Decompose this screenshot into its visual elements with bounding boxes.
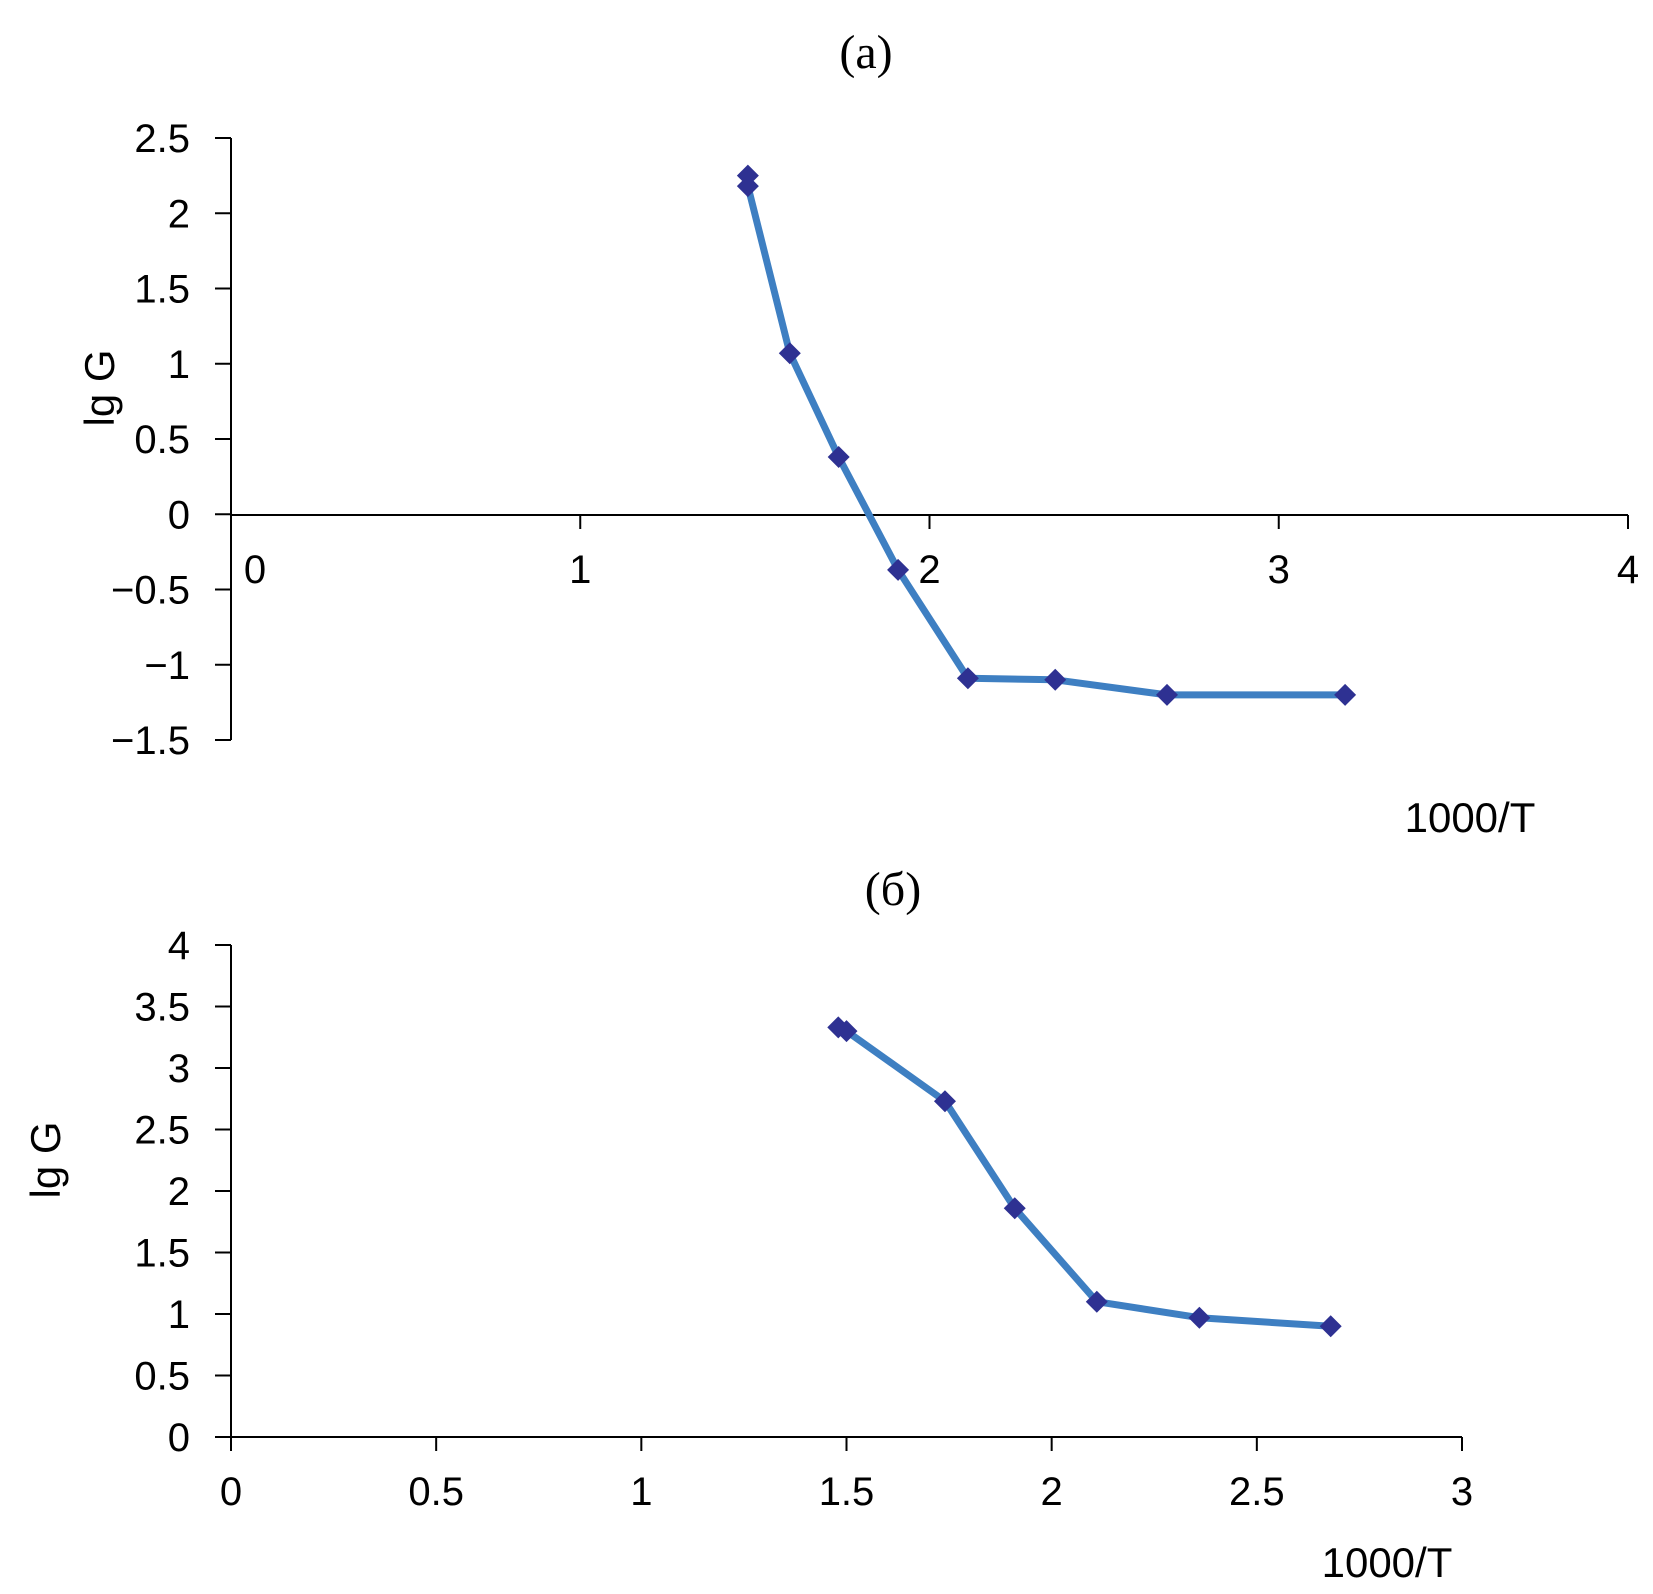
- data-point-marker: [1155, 683, 1178, 706]
- data-point-marker: [887, 558, 910, 581]
- data-point-marker: [1188, 1306, 1211, 1329]
- y-tick-label: 2: [168, 192, 190, 236]
- panel-b-y-axis-title: lg G: [22, 1121, 69, 1198]
- x-tick-label: 2: [1041, 1470, 1063, 1514]
- y-tick-label: 0: [168, 1416, 190, 1460]
- y-tick-label: 0.5: [134, 1355, 190, 1399]
- x-tick-label: 0.5: [408, 1470, 464, 1514]
- panel-a-y-ticks: −1.5 −1 −0.5 0 0.5 1 1.5 2 2.5: [111, 117, 231, 763]
- x-tick-label: 0: [220, 1470, 242, 1514]
- y-tick-label: 4: [168, 924, 190, 968]
- y-tick-label: 0: [168, 493, 190, 537]
- x-tick-label: 1: [630, 1470, 652, 1514]
- data-point-marker: [835, 1020, 858, 1043]
- x-tick-label: 0: [244, 548, 266, 592]
- y-tick-label: 3: [168, 1047, 190, 1091]
- data-point-marker: [827, 446, 850, 469]
- y-tick-label: 3.5: [134, 986, 190, 1030]
- data-point-marker: [1044, 668, 1067, 691]
- data-point-marker: [956, 667, 979, 690]
- panel-b-x-axis-title: 1000/T: [1322, 1539, 1453, 1586]
- panel-b-x-ticks: 0 0.5 1 1.5 2 2.5 3: [220, 1437, 1473, 1514]
- panel-a-title: (a): [839, 26, 892, 79]
- panel-b-title: (б): [865, 863, 921, 916]
- series-line: [744, 172, 1349, 699]
- x-tick-label: 1.5: [819, 1470, 875, 1514]
- data-point-marker: [736, 175, 759, 198]
- y-tick-label: −0.5: [111, 569, 190, 613]
- data-point-marker: [1319, 1315, 1342, 1338]
- y-tick-label: −1: [144, 644, 190, 688]
- panel-a: (a) lg G 1000/T −1.5 −1 −0.5 0 0.5 1 1.5 2 2.5 0…: [76, 26, 1639, 841]
- data-point-marker: [1085, 1290, 1108, 1313]
- x-tick-label: 1: [569, 548, 591, 592]
- panel-a-x-ticks: 0 1 2 3 4: [230, 515, 1639, 592]
- y-tick-label: 0.5: [134, 418, 190, 462]
- y-tick-label: 2.5: [134, 1109, 190, 1153]
- y-tick-label: 1.5: [134, 1232, 190, 1276]
- panel-b-y-ticks: 0 0.5 1 1.5 2 2.5 3 3.5 4: [134, 924, 231, 1460]
- series-line: [834, 1023, 1335, 1330]
- x-tick-label: 4: [1617, 548, 1639, 592]
- x-tick-label: 2.5: [1229, 1470, 1285, 1514]
- y-tick-label: 1: [168, 343, 190, 387]
- y-tick-label: 1: [168, 1293, 190, 1337]
- panel-b-series: [827, 1016, 1342, 1338]
- x-tick-label: 3: [1268, 548, 1290, 592]
- data-point-marker: [1003, 1197, 1026, 1220]
- panel-a-y-axis-title: lg G: [76, 349, 123, 426]
- data-point-marker: [1334, 683, 1357, 706]
- y-tick-label: 1.5: [134, 268, 190, 312]
- panel-b: (б) lg G 1000/T 0 0.5 1 1.5 2 2.5 3 3.5 4 0 0.5 1 1…: [22, 863, 1473, 1586]
- panel-a-series: [736, 164, 1357, 706]
- y-tick-label: 2: [168, 1170, 190, 1214]
- panel-a-x-axis-title: 1000/T: [1405, 794, 1536, 841]
- x-tick-label: 3: [1451, 1470, 1473, 1514]
- x-tick-label: 2: [918, 548, 940, 592]
- data-point-marker: [933, 1090, 956, 1113]
- y-tick-label: −1.5: [111, 719, 190, 763]
- y-tick-label: 2.5: [134, 117, 190, 161]
- data-point-marker: [778, 342, 801, 365]
